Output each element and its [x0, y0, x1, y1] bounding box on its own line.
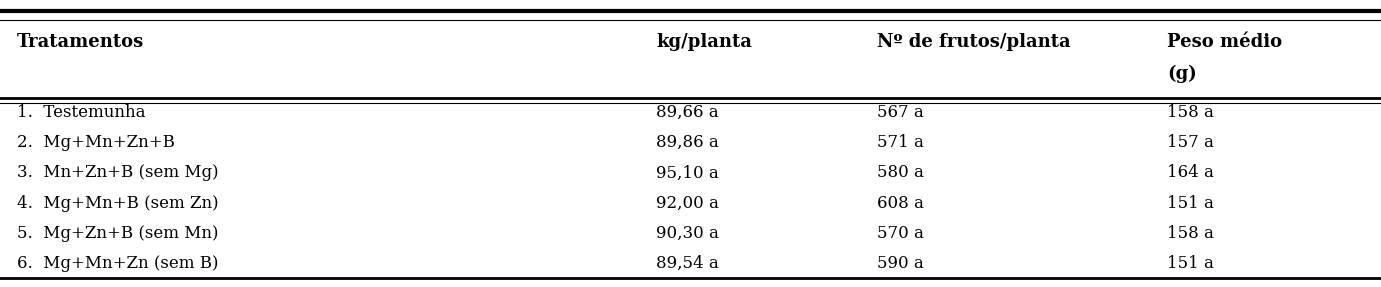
Text: Tratamentos: Tratamentos [17, 33, 144, 51]
Text: 92,00 a: 92,00 a [656, 195, 720, 212]
Text: 89,86 a: 89,86 a [656, 134, 718, 151]
Text: 580 a: 580 a [877, 164, 924, 181]
Text: 571 a: 571 a [877, 134, 924, 151]
Text: 567 a: 567 a [877, 104, 924, 121]
Text: 157 a: 157 a [1167, 134, 1214, 151]
Text: 590 a: 590 a [877, 255, 924, 272]
Text: 151 a: 151 a [1167, 195, 1214, 212]
Text: 90,30 a: 90,30 a [656, 225, 720, 242]
Text: 2.  Mg+Mn+Zn+B: 2. Mg+Mn+Zn+B [17, 134, 174, 151]
Text: 6.  Mg+Mn+Zn (sem B): 6. Mg+Mn+Zn (sem B) [17, 255, 218, 272]
Text: 158 a: 158 a [1167, 225, 1214, 242]
Text: Peso médio: Peso médio [1167, 33, 1282, 51]
Text: 3.  Mn+Zn+B (sem Mg): 3. Mn+Zn+B (sem Mg) [17, 164, 218, 181]
Text: 1.  Testemunha: 1. Testemunha [17, 104, 145, 121]
Text: 89,66 a: 89,66 a [656, 104, 718, 121]
Text: Nº de frutos/planta: Nº de frutos/planta [877, 33, 1070, 51]
Text: (g): (g) [1167, 64, 1197, 83]
Text: 158 a: 158 a [1167, 104, 1214, 121]
Text: 5.  Mg+Zn+B (sem Mn): 5. Mg+Zn+B (sem Mn) [17, 225, 218, 242]
Text: 4.  Mg+Mn+B (sem Zn): 4. Mg+Mn+B (sem Zn) [17, 195, 218, 212]
Text: 95,10 a: 95,10 a [656, 164, 718, 181]
Text: 164 a: 164 a [1167, 164, 1214, 181]
Text: 89,54 a: 89,54 a [656, 255, 718, 272]
Text: 608 a: 608 a [877, 195, 924, 212]
Text: 570 a: 570 a [877, 225, 924, 242]
Text: 151 a: 151 a [1167, 255, 1214, 272]
Text: kg/planta: kg/planta [656, 33, 751, 51]
